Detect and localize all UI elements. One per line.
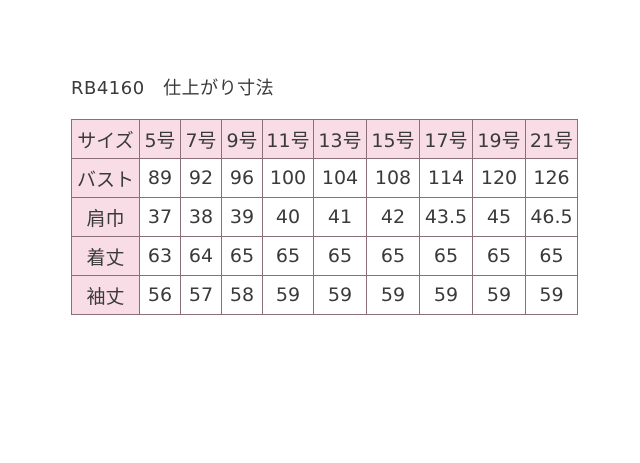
table-row: バスト 89 92 96 100 104 108 114 120 126 — [71, 158, 578, 198]
table-cell: 59 — [419, 275, 473, 315]
table-cell: 63 — [139, 236, 181, 276]
column-header: 5号 — [139, 119, 181, 159]
table-cell: 89 — [139, 158, 181, 198]
column-header: 15号 — [366, 119, 420, 159]
column-header: 9号 — [221, 119, 263, 159]
table-cell: 43.5 — [419, 197, 473, 237]
table-cell: 114 — [419, 158, 473, 198]
table-row: 着丈 63 64 65 65 65 65 65 65 65 — [71, 236, 578, 276]
table-cell: 100 — [262, 158, 314, 198]
table-cell: 65 — [472, 236, 526, 276]
column-header: 7号 — [180, 119, 222, 159]
table-cell: 59 — [472, 275, 526, 315]
row-label: 着丈 — [71, 236, 140, 276]
table-cell: 46.5 — [525, 197, 578, 237]
table-cell: 126 — [525, 158, 578, 198]
table-row: 肩巾 37 38 39 40 41 42 43.5 45 46.5 — [71, 197, 578, 237]
header-row: サイズ 5号 7号 9号 11号 13号 15号 17号 19号 21号 — [71, 119, 578, 159]
size-table: サイズ 5号 7号 9号 11号 13号 15号 17号 19号 21号 バスト 89 92 96 100 1… — [71, 119, 578, 315]
column-header: 19号 — [472, 119, 526, 159]
page-title: RB4160 仕上がり寸法 — [71, 78, 275, 99]
table-cell: 108 — [366, 158, 420, 198]
table-cell: 65 — [366, 236, 420, 276]
table-cell: 42 — [366, 197, 420, 237]
column-header: 21号 — [525, 119, 578, 159]
table-cell: 65 — [525, 236, 578, 276]
row-label: バスト — [71, 158, 140, 198]
row-label: 袖丈 — [71, 275, 140, 315]
table-cell: 38 — [180, 197, 222, 237]
table-cell: 37 — [139, 197, 181, 237]
table-cell: 65 — [221, 236, 263, 276]
table-cell: 59 — [525, 275, 578, 315]
column-header: 17号 — [419, 119, 473, 159]
table-cell: 64 — [180, 236, 222, 276]
table-cell: 65 — [262, 236, 314, 276]
table-cell: 59 — [366, 275, 420, 315]
table-cell: 57 — [180, 275, 222, 315]
column-header: 13号 — [313, 119, 367, 159]
table-cell: 96 — [221, 158, 263, 198]
column-header: 11号 — [262, 119, 314, 159]
table-cell: 40 — [262, 197, 314, 237]
table-row: 袖丈 56 57 58 59 59 59 59 59 59 — [71, 275, 578, 315]
table-cell: 104 — [313, 158, 367, 198]
table-cell: 56 — [139, 275, 181, 315]
table-cell: 45 — [472, 197, 526, 237]
table-cell: 41 — [313, 197, 367, 237]
table-cell: 58 — [221, 275, 263, 315]
table-cell: 59 — [313, 275, 367, 315]
table-cell: 120 — [472, 158, 526, 198]
table-cell: 92 — [180, 158, 222, 198]
table-cell: 59 — [262, 275, 314, 315]
table-cell: 39 — [221, 197, 263, 237]
table-cell: 65 — [419, 236, 473, 276]
table-cell: 65 — [313, 236, 367, 276]
row-label: 肩巾 — [71, 197, 140, 237]
column-header: サイズ — [71, 119, 140, 159]
